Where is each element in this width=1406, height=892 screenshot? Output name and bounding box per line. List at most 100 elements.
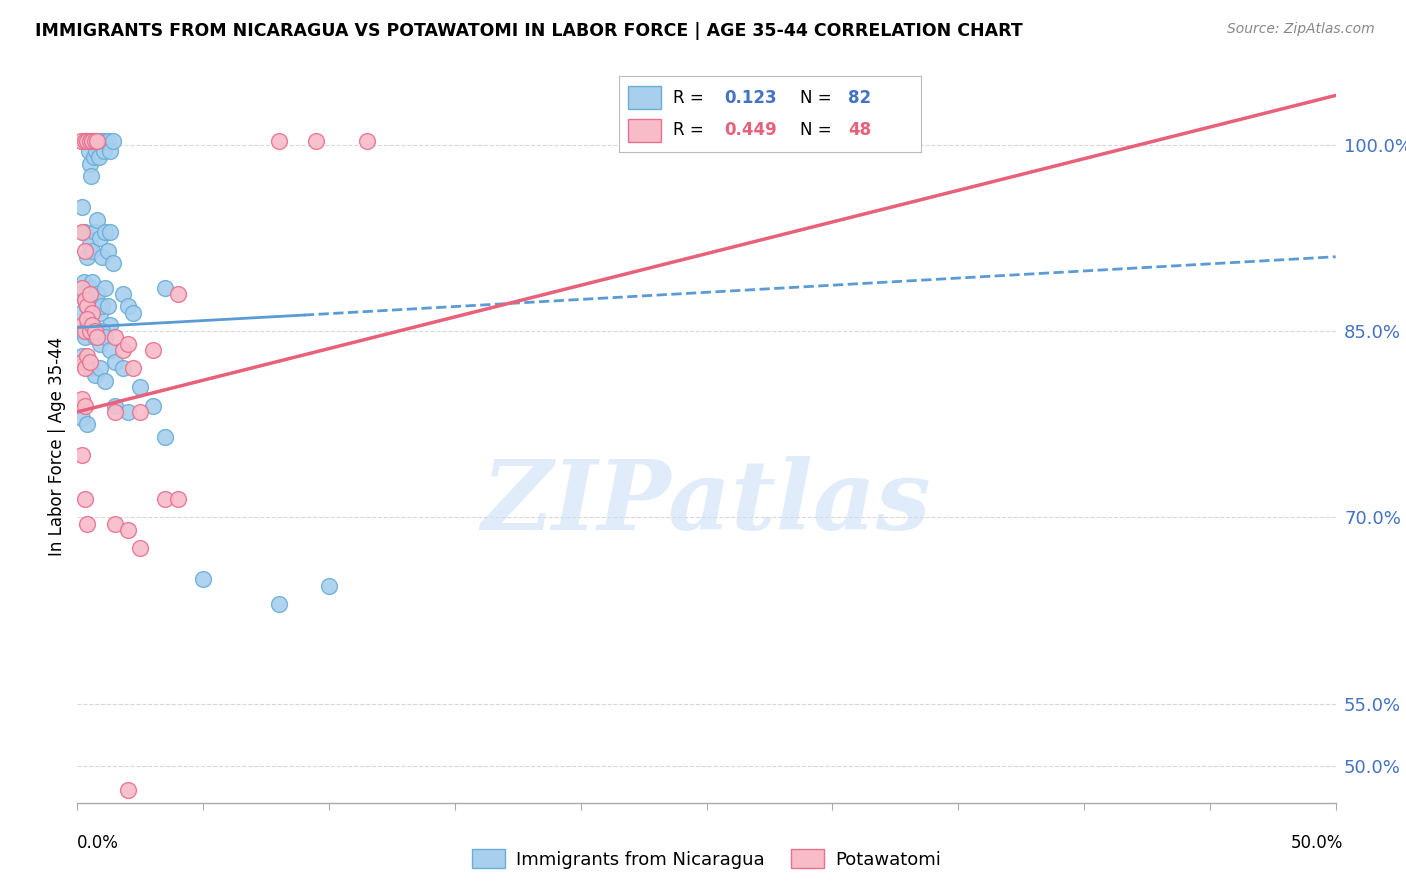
Point [73,355,96,369]
Point [117,336,139,351]
Text: ZIPatlas: ZIPatlas [482,456,931,550]
Point [84,330,107,344]
Point [104,399,127,413]
Point [73,330,96,344]
Point [121,361,143,376]
Point [79,324,101,338]
Point [111,287,134,301]
Point [72,225,94,239]
Point [89,231,111,245]
Point [72,281,94,295]
Point [117,405,139,419]
Point [86,134,108,148]
Point [76,311,98,326]
Point [72,411,94,425]
Point [73,244,96,258]
Point [84,293,107,308]
Point [73,293,96,308]
Y-axis label: In Labor Force | Age 35-44: In Labor Force | Age 35-44 [48,336,66,556]
Point [104,405,127,419]
Point [142,399,165,413]
Text: N =: N = [800,121,837,139]
Point [72,324,94,338]
Point [84,368,107,382]
Point [70,305,93,319]
Point [76,134,98,148]
Point [82,318,104,332]
Point [73,324,96,338]
Point [267,597,290,611]
Point [82,134,104,148]
Text: R =: R = [673,121,709,139]
Point [142,343,165,357]
Point [84,225,107,239]
Point [70,134,93,148]
Point [91,134,114,148]
Point [93,145,115,159]
Point [72,275,94,289]
Point [89,336,111,351]
Point [82,305,104,319]
Point [98,343,121,357]
Point [83,151,105,165]
Point [73,134,96,148]
Bar [627,87,661,109]
Point [82,318,104,332]
Point [117,783,139,797]
Point [86,212,108,227]
Legend: Immigrants from Nicaragua, Potawatomi: Immigrants from Nicaragua, Potawatomi [465,842,948,876]
Point [72,349,94,363]
Point [89,361,111,376]
Point [87,151,110,165]
Point [121,305,143,319]
Point [84,324,107,338]
Point [167,491,190,506]
Point [86,324,108,338]
Point [91,299,114,313]
Point [73,491,96,506]
Point [86,330,108,344]
Point [72,392,94,407]
Bar [627,119,661,142]
Point [111,343,134,357]
Point [79,281,101,295]
Point [94,374,117,388]
Point [117,523,139,537]
Point [89,305,111,319]
Point [89,134,111,148]
Point [76,516,98,531]
Point [73,293,96,308]
Point [72,287,94,301]
Point [76,417,98,432]
Point [79,324,101,338]
Text: 0.123: 0.123 [724,89,778,107]
Point [91,324,114,338]
Point [318,579,340,593]
Point [94,330,117,344]
Point [94,134,117,148]
Point [96,299,118,313]
Point [79,361,101,376]
Point [77,145,100,159]
Point [305,134,328,148]
Point [129,380,152,394]
Point [94,225,117,239]
Point [79,134,101,148]
Text: Source: ZipAtlas.com: Source: ZipAtlas.com [1227,22,1375,37]
Text: 82: 82 [848,89,872,107]
Point [84,134,107,148]
Point [101,256,124,270]
Point [72,200,94,214]
Point [75,134,97,148]
Point [696,134,718,148]
Point [104,355,127,369]
Point [91,250,114,264]
Point [76,250,98,264]
Point [73,361,96,376]
Point [155,430,177,444]
Point [82,275,104,289]
Point [104,516,127,531]
Point [129,541,152,556]
Text: 0.0%: 0.0% [77,834,120,852]
Point [84,134,107,148]
